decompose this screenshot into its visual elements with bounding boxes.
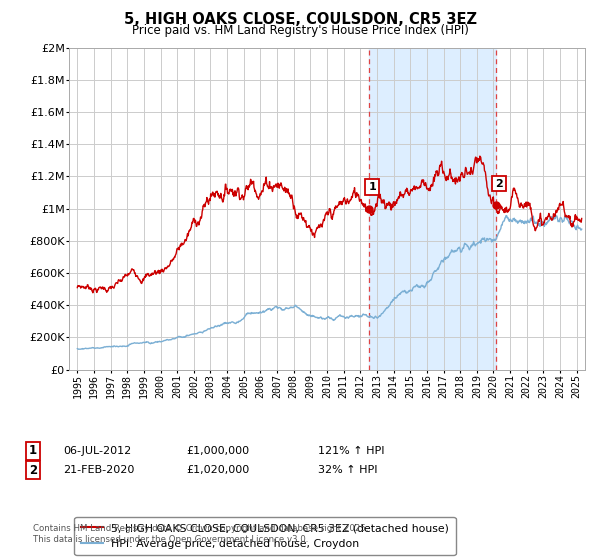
Legend: 5, HIGH OAKS CLOSE, COULSDON, CR5 3EZ (detached house), HPI: Average price, deta: 5, HIGH OAKS CLOSE, COULSDON, CR5 3EZ (d… <box>74 517 455 555</box>
Text: £1,020,000: £1,020,000 <box>186 465 249 475</box>
Text: 2: 2 <box>495 179 503 189</box>
Text: 5, HIGH OAKS CLOSE, COULSDON, CR5 3EZ: 5, HIGH OAKS CLOSE, COULSDON, CR5 3EZ <box>124 12 476 27</box>
Text: Price paid vs. HM Land Registry's House Price Index (HPI): Price paid vs. HM Land Registry's House … <box>131 24 469 37</box>
Text: 1: 1 <box>368 182 376 192</box>
Text: 2: 2 <box>29 464 37 477</box>
Text: £1,000,000: £1,000,000 <box>186 446 249 456</box>
Text: 21-FEB-2020: 21-FEB-2020 <box>63 465 134 475</box>
Text: 06-JUL-2012: 06-JUL-2012 <box>63 446 131 456</box>
Text: 32% ↑ HPI: 32% ↑ HPI <box>318 465 377 475</box>
Text: Contains HM Land Registry data © Crown copyright and database right 2025.
This d: Contains HM Land Registry data © Crown c… <box>33 524 368 544</box>
Text: 121% ↑ HPI: 121% ↑ HPI <box>318 446 385 456</box>
Text: 1: 1 <box>29 444 37 458</box>
Bar <box>369 48 496 370</box>
